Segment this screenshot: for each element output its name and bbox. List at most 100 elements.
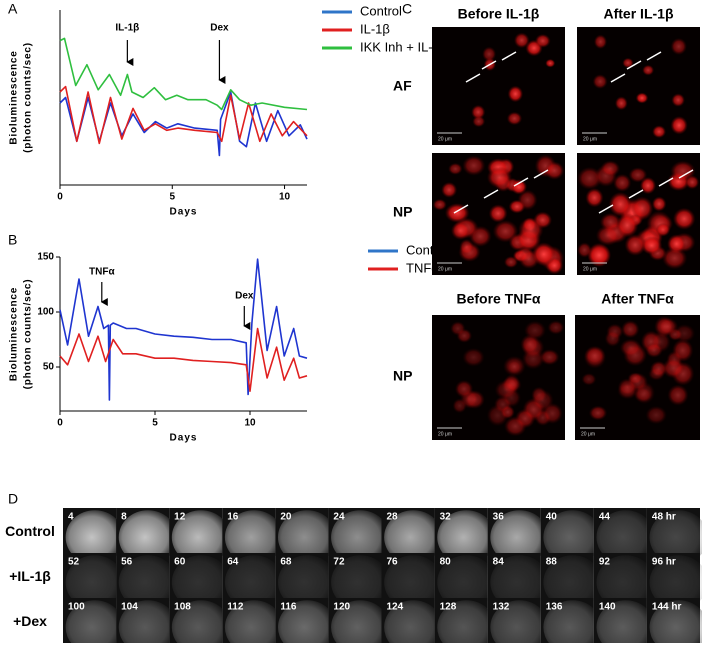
scale-bar-label: 20 μm [438, 431, 452, 437]
panel-label: D [8, 491, 18, 507]
frame-label: 120 [333, 602, 350, 613]
cell [486, 404, 509, 427]
pointer-arrow [678, 169, 694, 179]
cell [450, 321, 466, 336]
sample [649, 600, 702, 648]
sample [277, 555, 337, 610]
cell [462, 347, 485, 367]
y-axis-label: (photon counts/sec) [23, 42, 34, 153]
frame-label: 92 [599, 557, 611, 568]
frame-label: 20 [280, 512, 292, 523]
cell [624, 233, 647, 256]
cell [633, 381, 656, 405]
x-tick-label: 0 [57, 192, 63, 203]
frame-label: 100 [68, 602, 85, 613]
row-label: AF [393, 78, 412, 94]
frame-label: 88 [546, 557, 558, 568]
cell [592, 74, 608, 89]
frame-label: 48 hr [652, 512, 676, 523]
cell [539, 349, 560, 366]
frame-label: 128 [440, 602, 457, 613]
x-tick-label: 10 [244, 418, 256, 429]
scale-bar-label: 20 μm [583, 266, 597, 272]
cell [450, 221, 471, 240]
sample [437, 510, 496, 565]
frame-label: 132 [493, 602, 510, 613]
pointer-arrow [626, 60, 642, 70]
sample [596, 555, 655, 610]
cell [510, 179, 528, 195]
cell [651, 196, 667, 212]
frame-label: 108 [174, 602, 191, 613]
cell [547, 320, 565, 335]
cell [630, 196, 654, 221]
sample [171, 600, 231, 648]
legend-label: TNFα [406, 260, 439, 275]
pointer-arrow [465, 73, 481, 83]
sample [331, 555, 390, 610]
sample [437, 555, 496, 610]
cell [642, 64, 655, 76]
cell [531, 242, 556, 267]
cell [545, 58, 556, 68]
series-line [59, 37, 308, 111]
cell [671, 93, 686, 107]
sample [224, 600, 284, 648]
frame-label: 96 hr [652, 557, 676, 568]
pointer-arrow [483, 189, 499, 199]
cell [628, 167, 648, 183]
sample [65, 555, 125, 610]
cell [616, 213, 639, 238]
cell [507, 85, 524, 103]
frame-label: 116 [280, 602, 297, 613]
pointer-arrow [598, 204, 614, 214]
y-axis-label: Bioluminescence [9, 50, 20, 144]
sample [384, 600, 443, 648]
sample [649, 555, 702, 610]
sample [543, 555, 602, 610]
sample [649, 510, 702, 565]
cell [604, 330, 621, 347]
cell [608, 191, 632, 217]
cell [432, 198, 447, 211]
scale-bar-label: 20 μm [581, 431, 595, 437]
x-tick-label: 10 [279, 192, 291, 203]
sample [490, 510, 549, 565]
cell [581, 373, 597, 386]
frame-label: 4 [68, 512, 74, 523]
cell [593, 34, 608, 50]
frame-label: 84 [493, 557, 505, 568]
x-tick-label: 0 [57, 418, 63, 429]
cell [657, 317, 679, 336]
sample [118, 555, 178, 610]
row-label: NP [393, 368, 412, 384]
sample [65, 510, 125, 565]
frame-label: 52 [68, 557, 80, 568]
sample [543, 510, 602, 565]
sample [171, 510, 231, 565]
y-axis-label: (photon counts/sec) [23, 279, 34, 390]
sample [331, 600, 390, 648]
scale-bar-label: 20 μm [438, 136, 452, 142]
cell [462, 155, 486, 176]
row-label: Control [5, 523, 55, 539]
sample [171, 555, 231, 610]
cell [617, 378, 638, 397]
cell [685, 175, 700, 190]
cell [534, 33, 551, 48]
annotation: TNFα [89, 267, 115, 278]
sample [384, 555, 443, 610]
panel-d: Control 4 8 12 16 20 24 28 32 36 40 44 48 hr +IL-1β 52… [5, 508, 702, 648]
sample [277, 600, 337, 648]
series-line [59, 91, 308, 157]
column-header: After TNFα [601, 291, 674, 307]
pointer-arrow [501, 51, 517, 61]
frame-label: 136 [546, 602, 563, 613]
cell [667, 384, 689, 406]
legend-label: IL-1β [360, 21, 390, 36]
sample [224, 555, 284, 610]
cell [661, 246, 688, 270]
frame-label: 68 [280, 557, 292, 568]
